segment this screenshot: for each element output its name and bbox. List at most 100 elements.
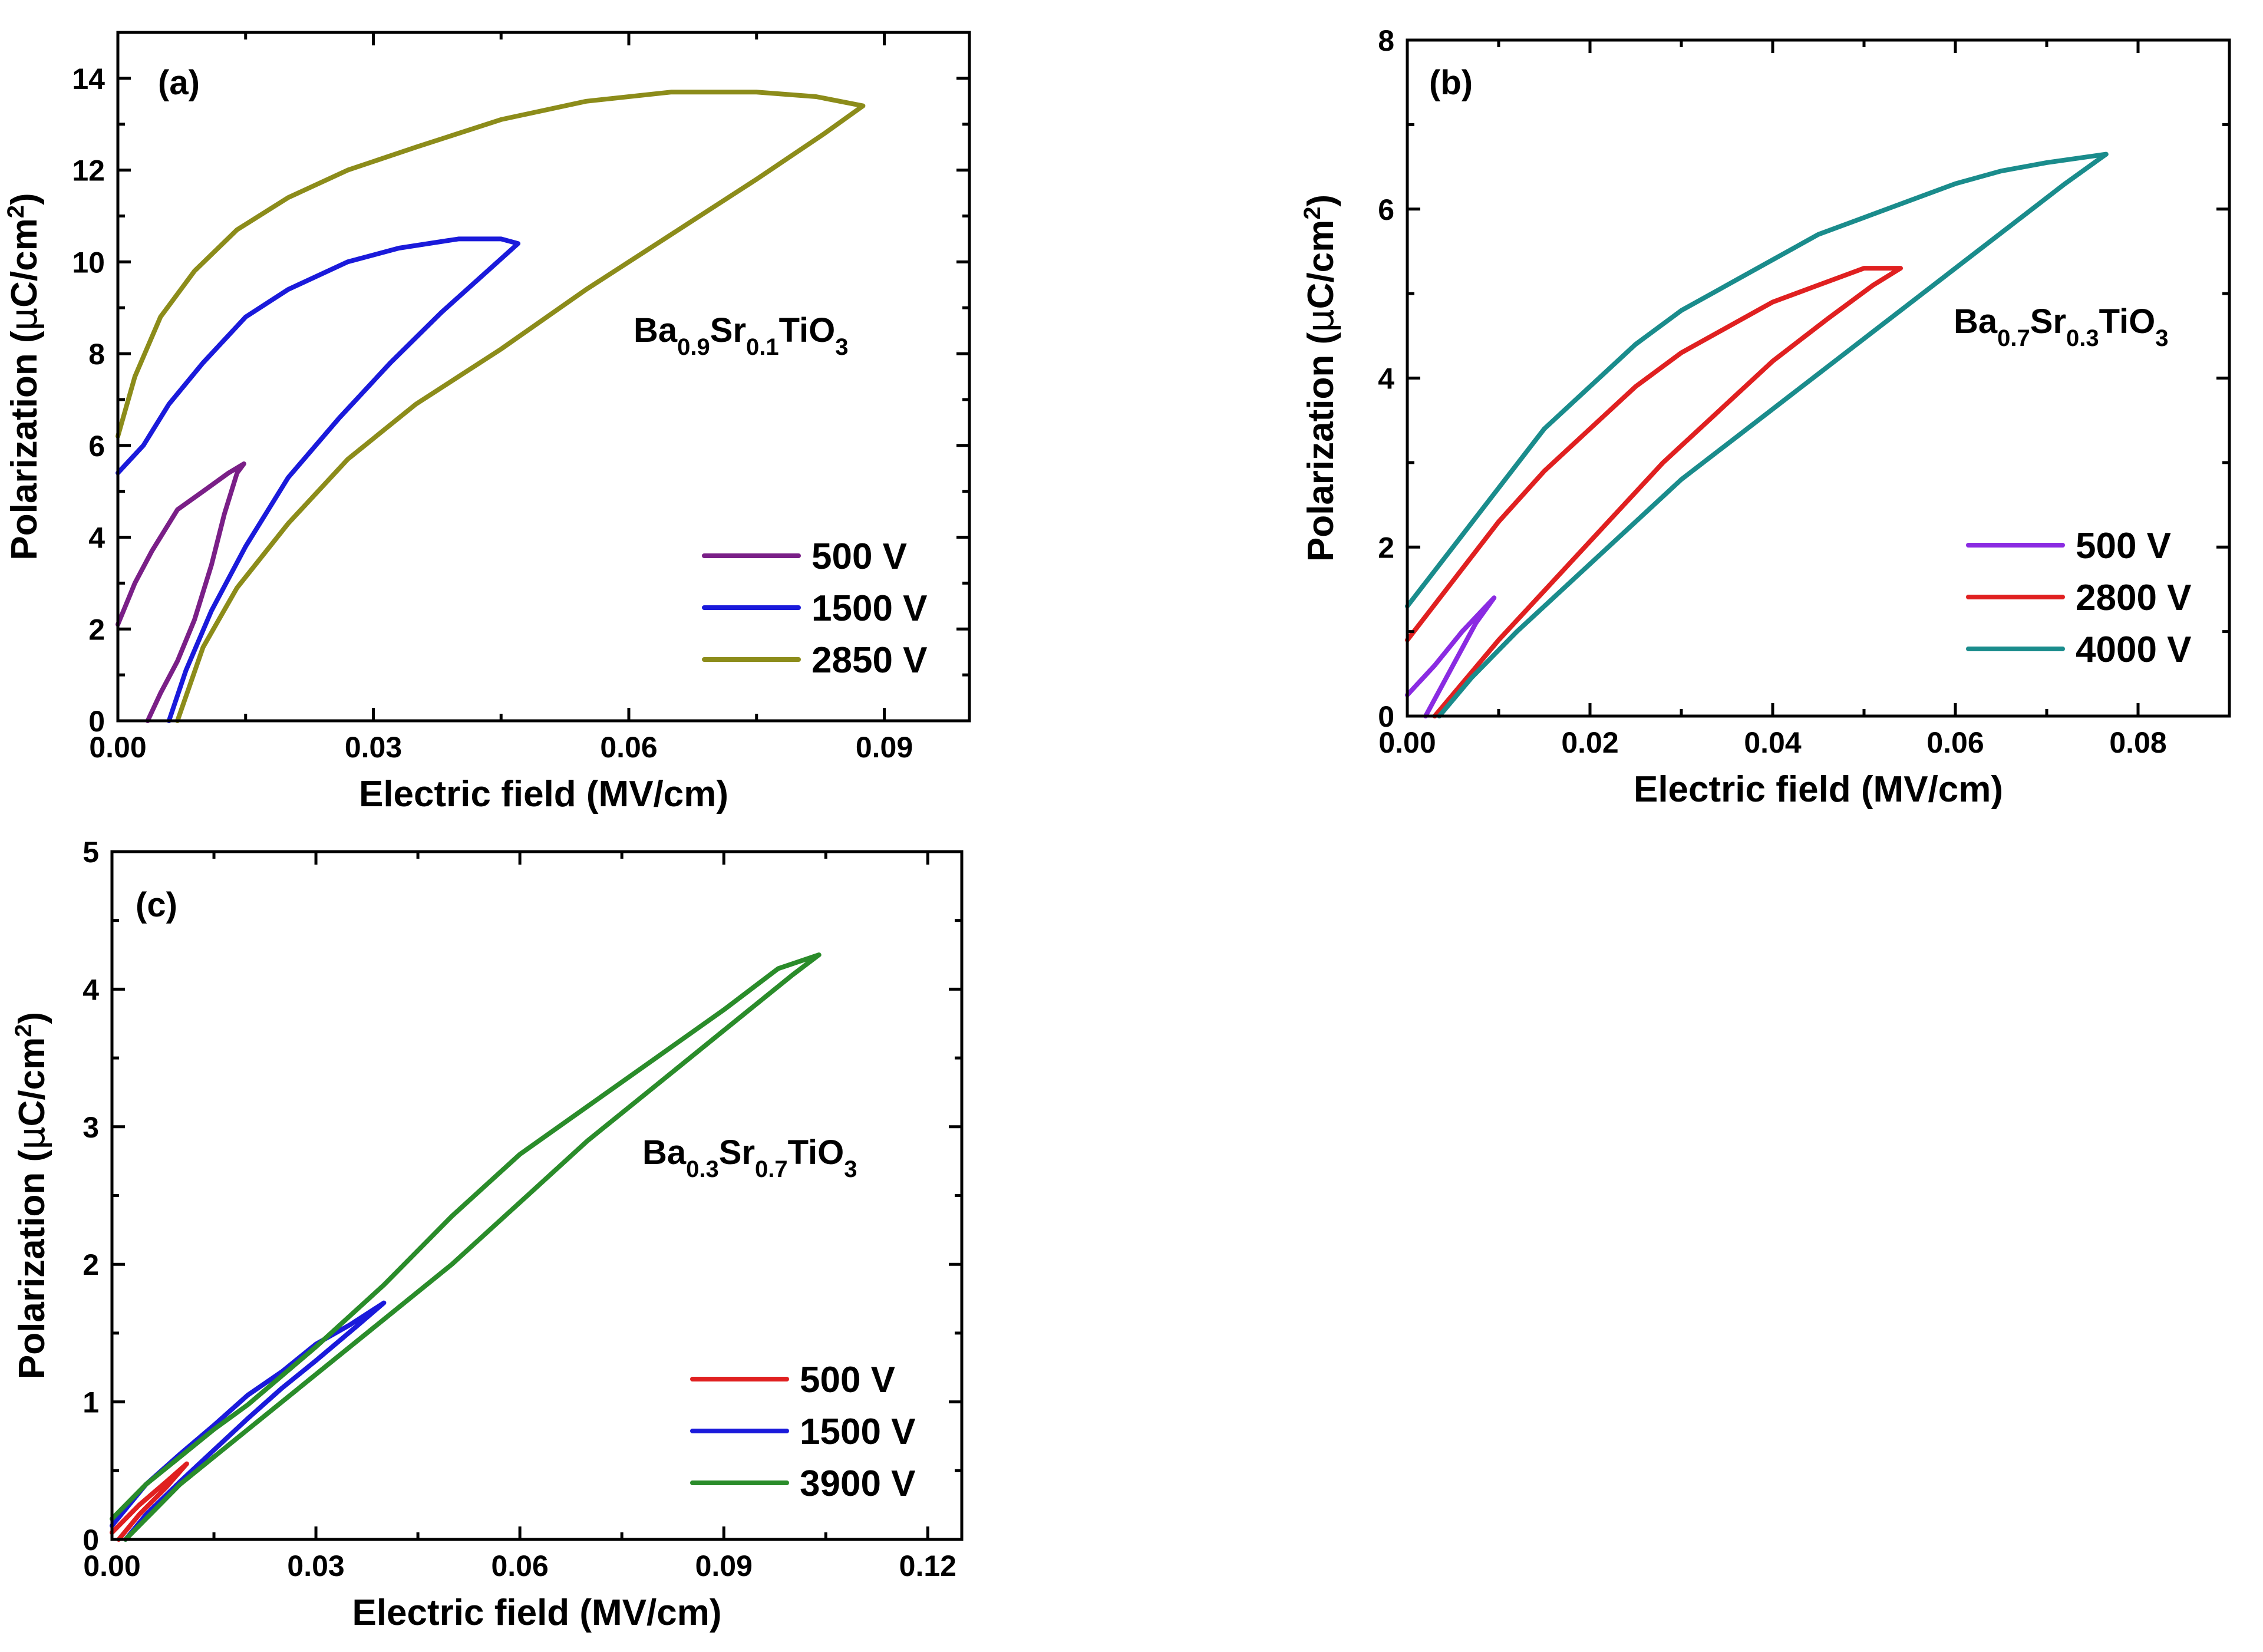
formula-part: TiO xyxy=(2099,302,2156,341)
x-tick-label: 0.06 xyxy=(600,731,657,764)
x-tick-label: 0.06 xyxy=(1926,726,1984,759)
x-tick-label: 0.04 xyxy=(1744,726,1802,759)
y-tick-label: 1 xyxy=(83,1386,99,1419)
y-axis-label-superscript: 2 xyxy=(11,1024,37,1037)
y-tick-label: 14 xyxy=(72,62,105,95)
y-axis-label-unit: C/cm xyxy=(1301,220,1341,309)
x-tick-label: 0.03 xyxy=(287,1549,344,1582)
y-axis-label-text: Polarization ( xyxy=(4,331,45,560)
formula-subscript: 0.3 xyxy=(2066,325,2099,351)
legend-label: 3900 V xyxy=(800,1463,916,1504)
y-tick-label: 0 xyxy=(88,705,105,738)
x-tick-label: 0.08 xyxy=(2109,726,2166,759)
legend-label: 500 V xyxy=(800,1360,895,1400)
y-axis-label-close: ) xyxy=(12,1012,52,1024)
x-axis-label: Electric field (MV/cm) xyxy=(352,1592,721,1633)
x-tick-label: 0.00 xyxy=(1378,726,1436,759)
y-axis-label-mu: μ xyxy=(2,308,45,331)
panel-label: (b) xyxy=(1429,64,1473,102)
x-tick-label: 0.09 xyxy=(856,731,913,764)
series-line-1500-v xyxy=(110,1300,387,1542)
y-tick-label: 2 xyxy=(83,1248,99,1281)
legend-label: 1500 V xyxy=(811,588,928,629)
legend-label: 500 V xyxy=(2076,526,2171,566)
x-tick-label: 0.02 xyxy=(1561,726,1618,759)
x-tick-label: 0.00 xyxy=(89,731,146,764)
y-tick-label: 4 xyxy=(83,973,99,1006)
legend-label: 500 V xyxy=(811,536,907,577)
formula-part: Ba xyxy=(1954,302,1998,341)
formula-part: TiO xyxy=(779,311,836,349)
series-line-3900-v xyxy=(110,952,822,1542)
y-axis-label-unit: C/cm xyxy=(12,1037,52,1127)
formula-subscript: 3 xyxy=(2155,325,2168,351)
panel-label: (c) xyxy=(136,886,177,924)
formula-subscript: 0.7 xyxy=(755,1156,788,1182)
y-tick-label: 4 xyxy=(1378,362,1394,395)
y-axis-label-close: ) xyxy=(4,193,45,205)
formula-part: Ba xyxy=(642,1133,687,1172)
panel-label: (a) xyxy=(158,64,200,102)
composition-formula: Ba0.3Sr0.7TiO3 xyxy=(642,1133,857,1182)
formula-subscript: 0.7 xyxy=(1997,325,2030,351)
legend-label: 2850 V xyxy=(811,640,928,681)
y-tick-label: 8 xyxy=(88,338,105,371)
y-axis-label-mu: μ xyxy=(1299,309,1342,332)
y-tick-label: 3 xyxy=(83,1111,99,1144)
y-tick-label: 4 xyxy=(88,522,105,555)
y-axis-label-text: Polarization ( xyxy=(1301,332,1341,562)
formula-subscript: 0.9 xyxy=(677,334,710,360)
y-tick-label: 5 xyxy=(83,836,99,869)
composition-formula: Ba0.7Sr0.3TiO3 xyxy=(1954,302,2169,351)
legend-label: 4000 V xyxy=(2076,629,2192,670)
composition-formula: Ba0.9Sr0.1TiO3 xyxy=(634,311,849,360)
y-tick-label: 0 xyxy=(83,1524,99,1557)
y-axis-label: Polarization (μC/cm2) xyxy=(2,193,45,560)
x-tick-label: 0.09 xyxy=(695,1549,753,1582)
chart-panel-a: 0.00 0.03 0.06 0.09 0 2 4 6 8 10 12 14 Electric fiel… xyxy=(2,31,971,815)
x-tick-label: 0.06 xyxy=(491,1549,548,1582)
y-axis-label-mu: μ xyxy=(10,1126,53,1149)
y-tick-label: 6 xyxy=(88,430,105,463)
y-tick-label: 10 xyxy=(72,246,105,279)
formula-part: Sr xyxy=(710,311,746,349)
chart-panel-b: 0.00 0.02 0.04 0.06 0.08 0 2 4 6 8 Electric field … xyxy=(1299,24,2231,810)
formula-part: Ba xyxy=(634,311,678,349)
y-axis-label-unit: C/cm xyxy=(4,218,45,308)
series-line-1500-v xyxy=(116,236,521,723)
y-axis-label-superscript: 2 xyxy=(3,205,29,218)
y-axis-label-superscript: 2 xyxy=(1299,207,1325,220)
formula-part: Sr xyxy=(719,1133,755,1172)
y-tick-label: 0 xyxy=(1378,700,1394,733)
x-tick-label: 0.00 xyxy=(83,1549,140,1582)
y-axis-label-text: Polarization ( xyxy=(12,1150,52,1380)
plot-frame xyxy=(116,31,971,723)
y-tick-label: 12 xyxy=(72,154,105,187)
x-tick-label: 0.03 xyxy=(345,731,402,764)
formula-part: TiO xyxy=(788,1133,844,1172)
legend-label: 2800 V xyxy=(2076,578,2192,618)
formula-part: Sr xyxy=(2030,302,2066,341)
series-line-4000-v xyxy=(1405,151,2109,718)
series-line-500-v xyxy=(110,1461,189,1542)
formula-subscript: 0.3 xyxy=(686,1156,719,1182)
y-tick-label: 2 xyxy=(1378,531,1394,564)
x-axis-label: Electric field (MV/cm) xyxy=(359,774,728,815)
formula-subscript: 0.1 xyxy=(746,334,779,360)
y-axis-label: Polarization (μC/cm2) xyxy=(10,1012,53,1379)
y-axis-label-close: ) xyxy=(1301,194,1341,207)
y-tick-label: 8 xyxy=(1378,24,1394,57)
y-tick-label: 2 xyxy=(88,613,105,646)
y-axis-label: Polarization (μC/cm2) xyxy=(1299,194,1342,562)
chart-panel-c: 0.00 0.03 0.06 0.09 0.12 0 1 2 3 4 5 Electric field… xyxy=(10,836,964,1633)
series-line-500-v xyxy=(1405,595,1497,718)
series-line-2800-v xyxy=(1405,266,1903,718)
x-axis-label: Electric field (MV/cm) xyxy=(1634,769,2003,810)
y-tick-label: 6 xyxy=(1378,193,1394,226)
formula-subscript: 3 xyxy=(835,334,848,360)
formula-subscript: 3 xyxy=(844,1156,857,1182)
x-tick-label: 0.12 xyxy=(899,1549,956,1582)
legend-label: 1500 V xyxy=(800,1412,916,1452)
series-line-500-v xyxy=(116,461,246,723)
